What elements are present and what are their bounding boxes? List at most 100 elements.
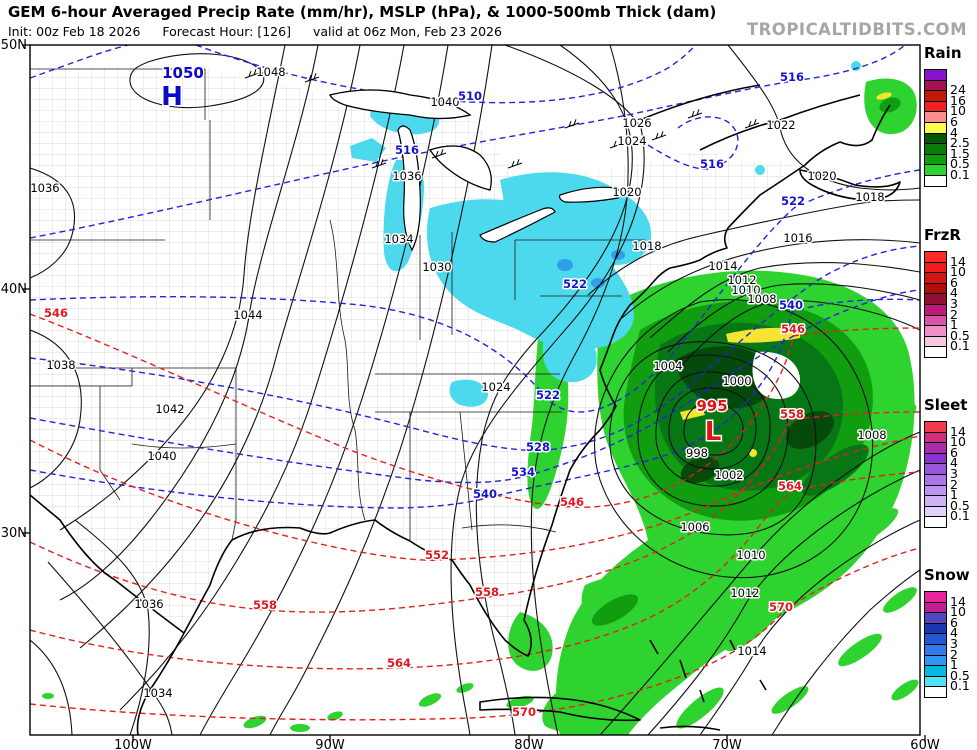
init-time: Init: 00z Feb 18 2026: [8, 24, 141, 39]
isobar-label: 998: [686, 446, 708, 460]
legend-color-cell: [925, 464, 946, 475]
legend-threshold-label: 1.5: [950, 145, 970, 161]
isobar-label: 1020: [612, 185, 641, 199]
isobar-label: 1044: [233, 308, 262, 322]
lon-axis-label: 80W: [514, 738, 544, 750]
isobar-label: 1036: [30, 181, 59, 195]
isobar-label: 1022: [766, 118, 795, 132]
isobar-label: 1020: [807, 169, 836, 183]
legend-color-cell: [925, 517, 946, 527]
isobar-label: 1036: [392, 169, 421, 183]
thickness-label-blue: 534: [511, 465, 535, 479]
isobar-label: 1008: [747, 292, 776, 306]
legend-color-cell: [925, 144, 946, 155]
legend-colorbar: [924, 251, 947, 358]
thickness-contours-red: [30, 313, 920, 721]
legend-threshold-label: 4: [950, 124, 958, 140]
thickness-label-red: 558: [475, 585, 499, 599]
legend-threshold-label: 6: [950, 114, 958, 129]
isobar-label: 1004: [653, 359, 682, 373]
legend-color-cell: [925, 133, 946, 145]
low-symbol: L: [705, 417, 722, 447]
lon-axis-label: 100W: [114, 738, 152, 750]
coastline: [30, 84, 901, 735]
isobar-label: 1000: [722, 374, 751, 388]
lat-axis-label: 30N: [1, 526, 27, 541]
isobar-label: 1014: [737, 644, 766, 658]
high-symbol: H: [161, 82, 183, 112]
isobar-label: 1040: [147, 449, 176, 463]
thickness-label-blue: 516: [700, 157, 724, 171]
legend-color-cell: [925, 122, 946, 134]
dry-slot: [752, 351, 801, 400]
isobar-label: 1006: [680, 520, 709, 534]
legend-threshold-label: 0.5: [950, 667, 970, 683]
thickness-label-blue: 516: [395, 143, 419, 157]
run-info: Init: 00z Feb 18 2026 Forecast Hour: [126…: [8, 24, 524, 39]
isobar-label: 1002: [714, 468, 743, 482]
legend-threshold-label: 14: [950, 423, 966, 439]
isobar-label: 1024: [481, 380, 510, 394]
isobar-label: 1014: [708, 259, 737, 273]
legend-color-cell: [925, 443, 946, 454]
thickness-label-red: 564: [387, 656, 411, 670]
legend-color-cell: [925, 304, 946, 316]
valid-time: valid at 06z Mon, Feb 23 2026: [312, 24, 502, 39]
legend-color-cell: [925, 154, 946, 166]
legend-title: Snow: [924, 566, 970, 584]
axis-ticks: [22, 44, 926, 742]
isobar-label: 1042: [155, 402, 184, 416]
legend-color-cell: [925, 592, 946, 603]
legend-color-cell: [925, 453, 946, 465]
legend-color-cell: [925, 112, 946, 123]
isobar-label: 1034: [384, 232, 413, 246]
isobar-label: 1016: [783, 231, 812, 245]
forecast-hour: Forecast Hour: [126]: [162, 24, 291, 39]
legend-color-cell: [925, 676, 946, 688]
thickness-label-red: 564: [778, 479, 802, 493]
legend-color-cell: [925, 474, 946, 486]
isobar-label: 1048: [256, 65, 285, 79]
legend-color-cell: [925, 165, 946, 176]
legend-color-cell: [925, 506, 946, 518]
legend-color-cell: [925, 262, 946, 274]
legend-threshold-label: 6: [950, 444, 958, 460]
legend-title: Sleet: [924, 396, 968, 414]
legend-color-cell: [925, 294, 946, 305]
legend-color-cell: [925, 634, 946, 645]
legend-threshold-label: 14: [950, 593, 966, 609]
legend-threshold-label: 3: [950, 466, 958, 481]
legend-threshold-label: 2: [950, 476, 958, 492]
legend-threshold-label: 2: [950, 646, 958, 662]
lat-axis-label: 50N: [1, 38, 27, 53]
legend-color-cell: [925, 485, 946, 497]
thickness-label-blue: 522: [781, 194, 805, 208]
legend-color-cell: [925, 315, 946, 327]
legend-color-cell: [925, 432, 946, 444]
isobar-label: 1012: [727, 273, 756, 287]
legend-color-cell: [925, 91, 946, 102]
thickness-label-blue: 540: [779, 298, 803, 312]
legend-color-cell: [925, 613, 946, 624]
thickness-label-blue: 510: [458, 89, 482, 103]
isobar-label: 1038: [46, 358, 75, 372]
legend-color-cell: [925, 602, 946, 614]
isobar-label: 1018: [632, 239, 661, 253]
legend-threshold-label: 4: [950, 455, 958, 471]
legend-color-cell: [925, 347, 946, 357]
legend-color-cell: [925, 283, 946, 295]
legend-threshold-label: 0.1: [950, 508, 970, 524]
thickness-label-blue: 528: [526, 440, 550, 454]
isobar-label: 1030: [422, 260, 451, 274]
isobar-label: 1040: [430, 95, 459, 109]
legend-threshold-label: 0.5: [950, 497, 970, 513]
legend-threshold-label: 3: [950, 296, 958, 311]
legend-color-cell: [925, 80, 946, 92]
map-title: GEM 6-hour Averaged Precip Rate (mm/hr),…: [8, 3, 717, 21]
low-value-label: 995: [696, 397, 727, 415]
thickness-label-red: 546: [560, 495, 584, 509]
legend-colorbar: [924, 591, 947, 698]
legend-threshold-label: 10: [950, 264, 966, 280]
